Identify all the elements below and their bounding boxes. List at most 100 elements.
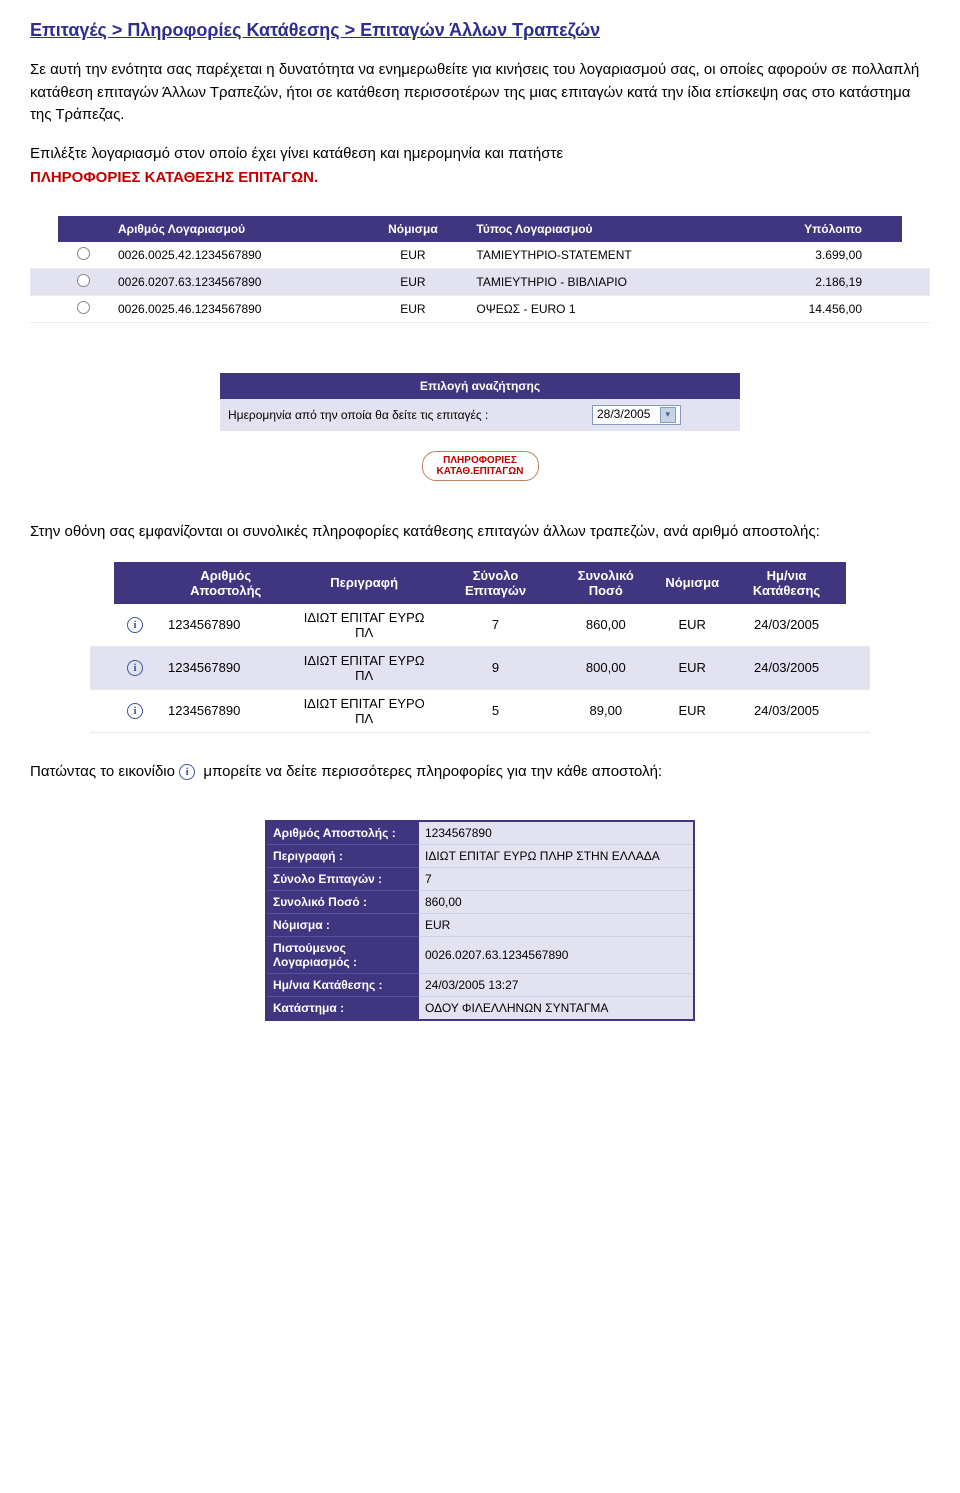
- type-cell: ΤΑΜΙΕΥΤΗΡΙΟ - ΒΙΒΛΙΑΡΙΟ: [466, 269, 736, 296]
- balance-cell: 3.699,00: [736, 242, 902, 269]
- detail-value: ΟΔΟΥ ΦΙΛΕΛΛΗΝΩΝ ΣΥΝΤΑΓΜΑ: [419, 996, 694, 1020]
- summary-intro-text: Στην οθόνη σας εμφανίζονται οι συνολικές…: [30, 521, 930, 544]
- detail-value: 7: [419, 867, 694, 890]
- send-no-cell: 1234567890: [160, 689, 292, 732]
- send-no-cell: 1234567890: [160, 646, 292, 689]
- total-cheques-cell: 7: [437, 604, 554, 647]
- col-total-amount: Συνολικό Ποσό: [554, 562, 657, 604]
- info-icon: i: [179, 764, 195, 780]
- send-no-cell: 1234567890: [160, 604, 292, 647]
- detail-row: Σύνολο Επιταγών :7: [266, 867, 694, 890]
- detail-row: Περιγραφή :ΙΔΙΩΤ ΕΠΙΤΑΓ ΕΥΡΩ ΠΛΗΡ ΣΤΗΝ Ε…: [266, 844, 694, 867]
- detail-value: EUR: [419, 913, 694, 936]
- account-cell: 0026.0025.42.1234567890: [108, 242, 359, 269]
- detail-row: Ημ/νια Κατάθεσης :24/03/2005 13:27: [266, 973, 694, 996]
- col-account-no: Αριθμός Λογαριασμού: [108, 216, 359, 242]
- col-currency: Νόμισμα: [657, 562, 727, 604]
- currency-cell: EUR: [657, 689, 727, 732]
- table-row: i 1234567890 ΙΔΙΩΤ ΕΠΙΤΑΓ ΕΥΡΟ ΠΛ 5 89,0…: [90, 689, 870, 732]
- summary-table-header: Αριθμός Αποστολής Περιγραφή Σύνολο Επιτα…: [90, 562, 870, 604]
- accounts-table-header: Αριθμός Λογαριασμού Νόμισμα Τύπος Λογαρι…: [30, 216, 930, 242]
- table-row: 0026.0025.46.1234567890 EUR ΟΨΕΩΣ - EURO…: [30, 296, 930, 323]
- info-cheques-button[interactable]: ΠΛΗΡΟΦΟΡΙΕΣ ΚΑΤΑΘ.ΕΠΙΤΑΓΩΝ: [422, 451, 539, 481]
- detail-label: Αριθμός Αποστολής :: [266, 821, 419, 845]
- detail-table: Αριθμός Αποστολής :1234567890 Περιγραφή …: [265, 820, 695, 1021]
- desc-cell: ΙΔΙΩΤ ΕΠΙΤΑΓ ΕΥΡΟ ΠΛ: [292, 689, 437, 732]
- bottom-text-1: Πατώντας το εικονίδιο: [30, 763, 179, 780]
- detail-label: Περιγραφή :: [266, 844, 419, 867]
- bottom-text-2: μπορείτε να δείτε περισσότερες πληροφορί…: [203, 763, 662, 780]
- search-panel-title: Επιλογή αναζήτησης: [220, 373, 740, 399]
- radio-icon[interactable]: [77, 301, 90, 314]
- button-line1: ΠΛΗΡΟΦΟΡΙΕΣ: [443, 455, 517, 466]
- detail-value: 1234567890: [419, 821, 694, 845]
- table-row: 0026.0025.42.1234567890 EUR ΤΑΜΙΕΥΤΗΡΙΟ-…: [30, 242, 930, 269]
- col-type: Τύπος Λογαριασμού: [466, 216, 736, 242]
- date-cell: 24/03/2005: [727, 604, 846, 647]
- col-total-cheques: Σύνολο Επιταγών: [437, 562, 554, 604]
- type-cell: ΤΑΜΙΕΥΤΗΡΙΟ-STATEMENT: [466, 242, 736, 269]
- total-cheques-cell: 5: [437, 689, 554, 732]
- detail-value: ΙΔΙΩΤ ΕΠΙΤΑΓ ΕΥΡΩ ΠΛΗΡ ΣΤΗΝ ΕΛΛΑΔΑ: [419, 844, 694, 867]
- breadcrumb: Επιταγές > Πληροφορίες Κατάθεσης > Επιτα…: [30, 20, 930, 41]
- radio-icon[interactable]: [77, 247, 90, 260]
- desc-cell: ΙΔΙΩΤ ΕΠΙΤΑΓ ΕΥΡΩ ΠΛ: [292, 604, 437, 647]
- radio-icon[interactable]: [77, 274, 90, 287]
- date-select[interactable]: 28/3/2005 ▾: [592, 405, 681, 425]
- total-amount-cell: 89,00: [554, 689, 657, 732]
- table-row: i 1234567890 ΙΔΙΩΤ ΕΠΙΤΑΓ ΕΥΡΩ ΠΛ 9 800,…: [90, 646, 870, 689]
- currency-cell: EUR: [657, 646, 727, 689]
- intro-text: Σε αυτή την ενότητα σας παρέχεται η δυνα…: [30, 59, 930, 127]
- detail-value: 0026.0207.63.1234567890: [419, 936, 694, 973]
- col-currency: Νόμισμα: [359, 216, 466, 242]
- table-row: 0026.0207.63.1234567890 EUR ΤΑΜΙΕΥΤΗΡΙΟ …: [30, 269, 930, 296]
- date-cell: 24/03/2005: [727, 646, 846, 689]
- currency-cell: EUR: [359, 296, 466, 323]
- instruction-text: Επιλέξτε λογαριασμό στον οποίο έχει γίνε…: [30, 143, 930, 166]
- col-date: Ημ/νια Κατάθεσης: [727, 562, 846, 604]
- instruction-action-text: ΠΛΗΡΟΦΟΡΙΕΣ ΚΑΤΑΘΕΣΗΣ ΕΠΙΤΑΓΩΝ.: [30, 169, 930, 186]
- info-icon[interactable]: i: [127, 703, 143, 719]
- detail-value: 860,00: [419, 890, 694, 913]
- total-amount-cell: 800,00: [554, 646, 657, 689]
- date-value: 28/3/2005: [597, 407, 650, 421]
- detail-row: Αριθμός Αποστολής :1234567890: [266, 821, 694, 845]
- col-send-no: Αριθμός Αποστολής: [160, 562, 292, 604]
- detail-row: Συνολικό Ποσό :860,00: [266, 890, 694, 913]
- col-balance: Υπόλοιπο: [736, 216, 902, 242]
- info-icon[interactable]: i: [127, 660, 143, 676]
- currency-cell: EUR: [657, 604, 727, 647]
- summary-table: Αριθμός Αποστολής Περιγραφή Σύνολο Επιτα…: [90, 562, 870, 733]
- detail-label: Πιστούμενος Λογαριασμός :: [266, 936, 419, 973]
- detail-value: 24/03/2005 13:27: [419, 973, 694, 996]
- detail-label: Συνολικό Ποσό :: [266, 890, 419, 913]
- chevron-down-icon[interactable]: ▾: [660, 407, 676, 423]
- detail-label: Ημ/νια Κατάθεσης :: [266, 973, 419, 996]
- detail-label: Κατάστημα :: [266, 996, 419, 1020]
- total-amount-cell: 860,00: [554, 604, 657, 647]
- detail-row: Νόμισμα :EUR: [266, 913, 694, 936]
- accounts-table: Αριθμός Λογαριασμού Νόμισμα Τύπος Λογαρι…: [30, 216, 930, 323]
- currency-cell: EUR: [359, 269, 466, 296]
- search-panel: Επιλογή αναζήτησης Ημερομηνία από την οπ…: [220, 373, 740, 431]
- date-cell: 24/03/2005: [727, 689, 846, 732]
- search-date-label: Ημερομηνία από την οποία θα δείτε τις επ…: [220, 399, 584, 431]
- info-icon[interactable]: i: [127, 617, 143, 633]
- balance-cell: 14.456,00: [736, 296, 902, 323]
- account-cell: 0026.0207.63.1234567890: [108, 269, 359, 296]
- currency-cell: EUR: [359, 242, 466, 269]
- total-cheques-cell: 9: [437, 646, 554, 689]
- detail-row: Πιστούμενος Λογαριασμός :0026.0207.63.12…: [266, 936, 694, 973]
- accounts-screenshot: Αριθμός Λογαριασμού Νόμισμα Τύπος Λογαρι…: [30, 216, 930, 481]
- col-desc: Περιγραφή: [292, 562, 437, 604]
- detail-row: Κατάστημα :ΟΔΟΥ ΦΙΛΕΛΛΗΝΩΝ ΣΥΝΤΑΓΜΑ: [266, 996, 694, 1020]
- type-cell: ΟΨΕΩΣ - EURO 1: [466, 296, 736, 323]
- detail-label: Σύνολο Επιταγών :: [266, 867, 419, 890]
- balance-cell: 2.186,19: [736, 269, 902, 296]
- account-cell: 0026.0025.46.1234567890: [108, 296, 359, 323]
- detail-intro-text: Πατώντας το εικονίδιο i μπορείτε να δείτ…: [30, 763, 930, 780]
- button-line2: ΚΑΤΑΘ.ΕΠΙΤΑΓΩΝ: [437, 466, 524, 477]
- table-row: i 1234567890 ΙΔΙΩΤ ΕΠΙΤΑΓ ΕΥΡΩ ΠΛ 7 860,…: [90, 604, 870, 647]
- detail-label: Νόμισμα :: [266, 913, 419, 936]
- desc-cell: ΙΔΙΩΤ ΕΠΙΤΑΓ ΕΥΡΩ ΠΛ: [292, 646, 437, 689]
